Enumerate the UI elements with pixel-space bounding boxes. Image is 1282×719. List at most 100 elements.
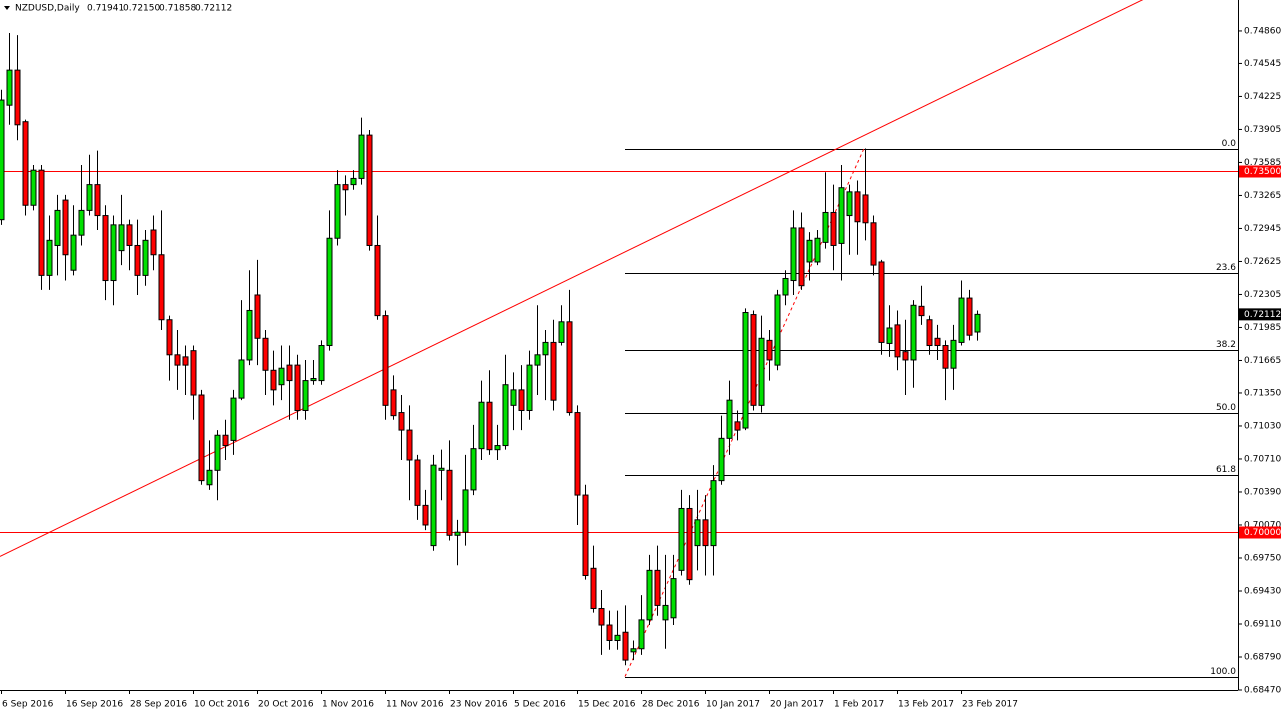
y-tick-label: 0.73585 bbox=[1244, 158, 1281, 168]
ohlc-high: 0.72150 bbox=[123, 4, 160, 14]
candle-body bbox=[270, 369, 277, 391]
candle-body bbox=[774, 294, 781, 366]
candle-body bbox=[678, 507, 685, 571]
candle-body bbox=[190, 350, 197, 396]
candle-body bbox=[510, 389, 517, 406]
candle-body bbox=[286, 364, 293, 382]
candle-body bbox=[126, 224, 133, 246]
candle-body bbox=[726, 399, 733, 439]
price-line-label: 0.70000 bbox=[1244, 528, 1281, 538]
candle-body bbox=[166, 319, 173, 356]
fib-level-label: 0.0 bbox=[1222, 139, 1237, 149]
y-tick-label: 0.74225 bbox=[1244, 92, 1281, 102]
current-price-label: 0.72112 bbox=[1244, 310, 1281, 320]
candle-body bbox=[702, 519, 709, 547]
candle-body bbox=[414, 459, 421, 506]
candle-body bbox=[910, 304, 917, 361]
candle-body bbox=[534, 354, 541, 366]
candle-body bbox=[54, 209, 61, 246]
candle-body bbox=[854, 191, 861, 223]
x-tick-label: 5 Dec 2016 bbox=[514, 700, 566, 710]
x-tick-label: 10 Oct 2016 bbox=[194, 700, 250, 710]
y-tick-label: 0.74860 bbox=[1244, 26, 1281, 36]
candle-body bbox=[694, 519, 701, 547]
candle-body bbox=[870, 222, 877, 266]
ohlc-close: 0.72112 bbox=[195, 4, 232, 14]
candle-body bbox=[206, 469, 213, 486]
candle-body bbox=[622, 631, 629, 661]
candle-body bbox=[110, 224, 117, 282]
candle-body bbox=[502, 384, 509, 447]
price-line-label: 0.73500 bbox=[1244, 167, 1281, 177]
candle-body bbox=[198, 394, 205, 482]
x-tick-label: 15 Dec 2016 bbox=[578, 700, 636, 710]
candle-body bbox=[550, 341, 557, 401]
x-tick-label: 23 Feb 2017 bbox=[962, 700, 1018, 710]
candle-body bbox=[326, 237, 333, 347]
trend-line bbox=[0, 0, 1144, 557]
candle-body bbox=[862, 194, 869, 224]
candle-body bbox=[590, 567, 597, 610]
candle-body bbox=[846, 191, 853, 217]
candle-body bbox=[294, 364, 301, 411]
candle-body bbox=[518, 389, 525, 411]
candle-body bbox=[758, 337, 765, 406]
candle-body bbox=[462, 489, 469, 533]
x-tick-label: 1 Nov 2016 bbox=[322, 700, 374, 710]
candle-body bbox=[238, 359, 245, 399]
y-tick-label: 0.72945 bbox=[1244, 224, 1281, 234]
candle-body bbox=[0, 99, 5, 221]
y-tick-label: 0.70070 bbox=[1244, 520, 1281, 530]
candle-body bbox=[350, 177, 357, 186]
candle-body bbox=[398, 412, 405, 431]
candle-body bbox=[406, 429, 413, 461]
fib-level-label: 61.8 bbox=[1216, 465, 1236, 475]
symbol-title: NZDUSD,Daily bbox=[15, 4, 80, 14]
candle-body bbox=[638, 619, 645, 650]
candle-body bbox=[966, 297, 973, 336]
y-tick-label: 0.71350 bbox=[1244, 388, 1281, 398]
y-tick-label: 0.69430 bbox=[1244, 586, 1281, 596]
menu-icon[interactable] bbox=[4, 6, 10, 10]
candle-body bbox=[382, 315, 389, 406]
candle-body bbox=[310, 378, 317, 382]
x-tick-label: 20 Jan 2017 bbox=[770, 700, 824, 710]
candle-body bbox=[470, 448, 477, 491]
candle-body bbox=[254, 294, 261, 339]
candle-body bbox=[574, 412, 581, 496]
candle-body bbox=[70, 234, 77, 271]
candle-body bbox=[662, 604, 669, 621]
candle-body bbox=[486, 401, 493, 451]
x-tick-label: 10 Jan 2017 bbox=[706, 700, 760, 710]
candle-body bbox=[782, 277, 789, 296]
candle-body bbox=[358, 134, 365, 179]
candle-body bbox=[262, 337, 269, 371]
candle-body bbox=[46, 239, 53, 276]
x-tick-label: 11 Nov 2016 bbox=[386, 700, 444, 710]
candle-body bbox=[806, 239, 813, 263]
price-line-tag bbox=[1239, 165, 1281, 178]
candle-body bbox=[686, 507, 693, 581]
y-tick-label: 0.71985 bbox=[1244, 323, 1281, 333]
y-tick-label: 0.74545 bbox=[1244, 59, 1281, 69]
candle-body bbox=[86, 184, 93, 211]
candle-body bbox=[318, 345, 325, 382]
candle-body bbox=[118, 224, 125, 252]
candle-body bbox=[30, 169, 37, 206]
candle-body bbox=[710, 480, 717, 547]
candle-body bbox=[790, 227, 797, 282]
candle-body bbox=[918, 305, 925, 317]
plot-area: 0.0 23.6 38.2 50.0 61.8 100.0 bbox=[0, 0, 1238, 678]
candle-body bbox=[214, 434, 221, 471]
candle-body bbox=[766, 339, 773, 361]
candle-body bbox=[526, 364, 533, 411]
candle-body bbox=[454, 531, 461, 536]
x-tick-label: 1 Feb 2017 bbox=[834, 700, 884, 710]
candle-body bbox=[926, 319, 933, 347]
candle-body bbox=[558, 321, 565, 343]
candle-body bbox=[94, 184, 101, 217]
candle-body bbox=[278, 367, 285, 386]
candle-body bbox=[246, 309, 253, 361]
candle-body bbox=[78, 209, 85, 236]
